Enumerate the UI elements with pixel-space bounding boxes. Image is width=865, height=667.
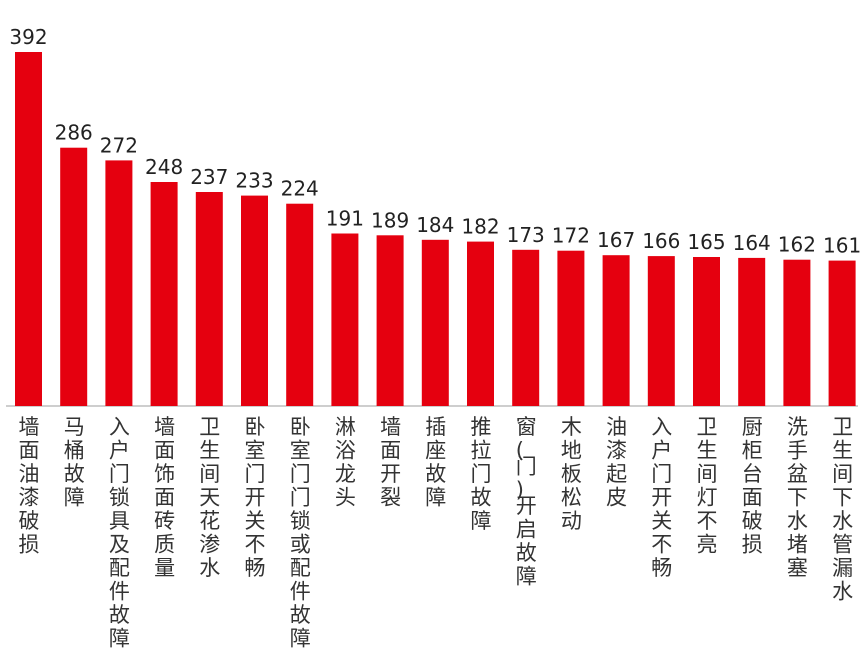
- category-label-19: 卫生间下水管漏水: [832, 415, 853, 604]
- value-labels-group: 392 286 272 248 237 233 224 191 189 184 182 173 172 1…: [9, 25, 861, 258]
- category-label-1: 墙面油漆破损: [19, 415, 40, 557]
- category-label-5: 卫生间天花渗水: [199, 415, 220, 580]
- value-label-17: 164: [733, 231, 771, 255]
- category-label-14: 油漆起皮: [606, 415, 627, 510]
- value-label-18: 162: [778, 233, 816, 257]
- category-labels-group: 墙面油漆破损 马桶故障 入户门锁具及配件故障 墙面饰面砖质量 卫生间天花渗水 卧室门开关不…: [19, 415, 854, 651]
- value-label-16: 165: [687, 230, 725, 254]
- category-label-3: 入户门锁具及配件故障: [109, 415, 130, 651]
- category-label-4: 墙面饰面砖质量: [154, 415, 175, 580]
- value-label-1: 392: [9, 25, 47, 49]
- category-label-11: 推拉门故障: [471, 415, 492, 533]
- bar-18: [783, 259, 811, 406]
- bar-11: [467, 241, 494, 406]
- value-label-6: 233: [235, 169, 273, 193]
- bar-2: [60, 147, 88, 406]
- bar-4: [150, 182, 178, 406]
- bar-16: [693, 257, 720, 406]
- category-label-6: 卧室门开关不畅: [245, 415, 266, 580]
- bar-5: [195, 192, 223, 406]
- value-label-12: 173: [507, 223, 545, 247]
- value-label-10: 184: [416, 213, 454, 237]
- bar-3: [105, 160, 133, 406]
- bar-14: [602, 255, 630, 406]
- value-label-15: 166: [642, 229, 680, 253]
- category-label-12: 窗(门)开启故障: [516, 415, 537, 589]
- category-label-9: 墙面开裂: [380, 415, 401, 510]
- value-label-11: 182: [461, 215, 499, 239]
- value-label-19: 161: [823, 234, 861, 258]
- value-label-4: 248: [145, 155, 183, 179]
- value-label-5: 237: [190, 165, 228, 189]
- bar-10: [421, 239, 449, 406]
- value-label-2: 286: [55, 121, 93, 145]
- category-label-18: 洗手盆下水堵塞: [787, 415, 808, 580]
- bar-9: [376, 235, 404, 406]
- value-label-13: 172: [552, 224, 590, 248]
- bar-7: [286, 203, 314, 406]
- bar-1: [15, 52, 42, 406]
- value-label-7: 224: [281, 177, 319, 201]
- bar-17: [738, 257, 766, 406]
- bars-group: [15, 52, 856, 406]
- category-label-7: 卧室门门锁或配件故障: [290, 415, 311, 651]
- category-label-8: 淋浴龙头: [335, 415, 356, 510]
- bar-13: [557, 250, 585, 406]
- category-label-17: 厨柜台面破损: [742, 415, 763, 557]
- bar-6: [241, 195, 268, 406]
- category-label-13: 木地板松动: [561, 415, 582, 533]
- value-label-8: 191: [326, 207, 364, 231]
- category-label-10: 插座故障: [425, 415, 446, 510]
- bar-19: [828, 260, 856, 406]
- bar-12: [512, 249, 540, 406]
- value-label-14: 167: [597, 228, 635, 252]
- category-label-15: 入户门开关不畅: [651, 415, 672, 580]
- category-label-16: 卫生间灯不亮: [697, 415, 718, 557]
- value-label-3: 272: [100, 133, 138, 157]
- category-label-2: 马桶故障: [64, 415, 85, 510]
- value-label-9: 189: [371, 208, 409, 232]
- bar-8: [331, 233, 359, 406]
- bar-15: [647, 256, 675, 406]
